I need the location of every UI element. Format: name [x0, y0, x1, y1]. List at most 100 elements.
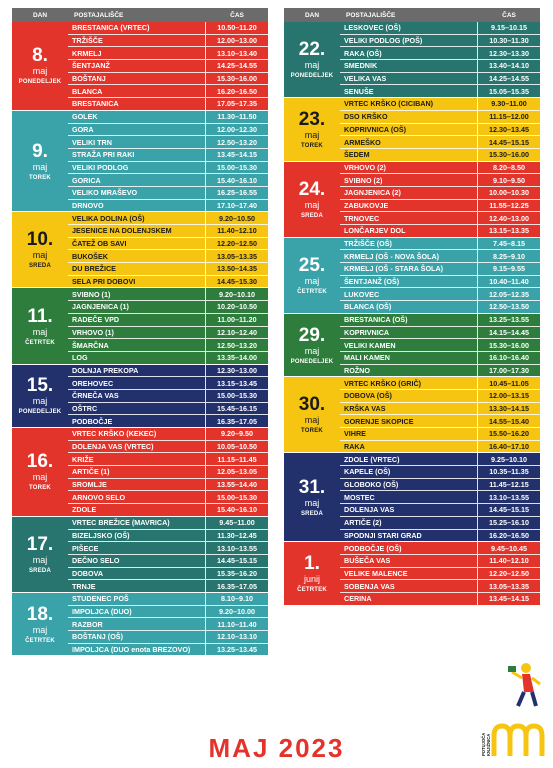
stop-name: ZABUKOVJE	[340, 199, 478, 212]
day-number: 31.	[298, 476, 326, 498]
day-weekday: PONEDELJEK	[18, 79, 62, 86]
stop-name: KOPRIVNICA	[340, 326, 478, 339]
table-row: IMPOLJCA (DUO) 9.20–10.00	[68, 605, 268, 619]
stop-name: OREHOVEC	[68, 377, 206, 389]
stop-name: DOLENJA VAS (VRTEC)	[68, 440, 206, 453]
stop-time: 12.20–12.50	[217, 239, 257, 249]
stop-time: 11.55–12.25	[489, 200, 529, 210]
day-number: 22.	[298, 39, 326, 61]
stop-time: 14.45–15.15	[489, 137, 529, 147]
stop-time: 15.30–16.00	[489, 340, 529, 350]
day-block: 30. maj TOREK VRTEC KRŠKO (GRIČ) 10.45–11.05…	[284, 377, 540, 454]
stop-name: BRESTANICA (OŠ)	[340, 313, 478, 326]
day-label: 22. maj PONEDELJEK	[284, 22, 340, 98]
stop-time: 11.45–12.15	[489, 480, 529, 490]
day-number: 18.	[26, 603, 54, 625]
stop-time: 12.30–13.45	[489, 124, 529, 134]
stop-name: MOSTEC	[340, 491, 478, 504]
table-row: VELIKI PODLOG 15.00–15.30	[68, 161, 268, 175]
stop-time: 12.00–13.15	[489, 391, 529, 401]
table-row: SOBENJA VAS 13.05–13.35	[340, 580, 540, 593]
stop-time: 12.10–12.40	[217, 327, 257, 337]
stop-time: 13.40–14.10	[489, 61, 529, 71]
table-row: VELIKE MALENCE 12.20–12.50	[340, 567, 540, 581]
stop-time: 12.00–13.00	[217, 36, 257, 46]
stop-time: 9.20–10.10	[219, 289, 255, 299]
stop-name: RADEČE VPD	[68, 313, 206, 326]
stop-name: GORICA	[68, 174, 206, 186]
day-weekday: TOREK	[29, 174, 51, 181]
stop-name: MALI KAMEN	[340, 351, 478, 364]
table-row: GORENJE SKOPICE 14.55–15.40	[340, 415, 540, 428]
day-number: 16.	[26, 451, 54, 473]
day-number: 30.	[298, 394, 326, 416]
table-row: KRŠKA VAS 13.30–14.15	[340, 402, 540, 416]
table-row: GOLEK 11.30–11.50	[68, 110, 268, 124]
table-row: PODBOČJE (OŠ) 9.45–10.45	[340, 542, 540, 555]
stop-list: PODBOČJE (OŠ) 9.45–10.45 BUŠEČA VAS 11.40–1…	[340, 542, 540, 605]
day-number: 24.	[298, 178, 326, 200]
table-row: PIŠECE 13.10–13.55	[68, 542, 268, 555]
table-row: MOSTEC 13.10–13.55	[340, 491, 540, 505]
stop-time: 9.45–11.00	[219, 518, 255, 528]
stop-name: OŠTRC	[68, 402, 206, 415]
table-row: DEČNO SELO 14.45–15.15	[68, 554, 268, 568]
table-row: LOG 13.35–14.00	[68, 351, 268, 364]
header-cas: ČAS	[502, 11, 516, 19]
stop-time: 9.10–9.50	[493, 175, 525, 185]
stop-time: 10.40–11.40	[489, 277, 529, 287]
day-block: 18. maj ČETRTEK STUDENEC POŠ 8.10–9.10 IMPOLJ…	[12, 592, 268, 657]
stop-name: DEČNO SELO	[68, 554, 206, 567]
stop-list: DOLNJA PREKOPA 12.30–13.00 OREHOVEC 13.15–1…	[68, 364, 268, 427]
table-row: VELIKA DOLINA (OŠ) 9.20–10.50	[68, 212, 268, 225]
table-row: VRTEC KRŠKO (KEKEC) 9.20–9.50	[68, 428, 268, 441]
stop-time: 9.25–10.10	[491, 454, 527, 464]
day-weekday: PONEDELJEK	[290, 73, 334, 80]
stop-name: SROMLJE	[68, 478, 206, 491]
table-row: LUKOVEC 12.05–12.35	[340, 288, 540, 302]
stop-list: ZDOLE (VRTEC) 9.25–10.10 KAPELE (OŠ) 10.35–…	[340, 453, 540, 542]
stop-time: 9.15–9.55	[493, 264, 525, 274]
stop-name: ŠENTJANŽ (OŠ)	[340, 275, 478, 288]
day-weekday: TOREK	[301, 428, 323, 435]
stop-time: 9.20–9.50	[221, 429, 253, 439]
stop-name: VIHRE	[340, 428, 478, 440]
day-month: maj	[32, 624, 48, 635]
stop-time: 12.05–12.35	[489, 289, 529, 299]
table-row: KRMELJ 13.10–13.40	[68, 47, 268, 61]
table-row: VRTEC KRŠKO (GRIČ) 10.45–11.05	[340, 377, 540, 390]
table-row: PODBOČJE 16.35–17.05	[68, 415, 268, 427]
stop-name: DU BREŽICE	[68, 263, 206, 275]
stop-name: GLOBOKO (OŠ)	[340, 478, 478, 491]
stop-list: LESKOVEC (OŠ) 9.15–10.15 VELIKI PODLOG (PO…	[340, 22, 540, 98]
stop-name: JAGNJENICA (1)	[68, 301, 206, 313]
stop-name: ŠEDEM	[340, 148, 478, 161]
table-row: JESENICE NA DOLENJSKEM 11.40–12.10	[68, 225, 268, 238]
stop-name: DOBOVA (OŠ)	[340, 389, 478, 402]
table-header: DAN POSTAJALIŠČE ČAS	[284, 8, 540, 22]
stop-name: VELIKO MRAŠEVO	[68, 186, 206, 199]
day-label: 23. maj TOREK	[284, 98, 340, 161]
stop-time: 13.45–14.15	[217, 150, 257, 160]
day-month: maj	[304, 275, 320, 286]
day-number: 9.	[32, 140, 48, 162]
table-row: BIZELJSKO (OŠ) 11.30–12.45	[68, 529, 268, 543]
stop-time: 13.10–13.40	[217, 48, 257, 58]
stop-time: 13.15–13.45	[217, 378, 257, 388]
stop-time: 10.20–10.50	[217, 302, 257, 312]
stop-time: 14.25–14.55	[217, 61, 257, 71]
stop-time: 12.05–13.05	[217, 467, 257, 477]
day-weekday: SREDA	[300, 510, 323, 517]
table-row: MALI KAMEN 16.10–16.40	[340, 351, 540, 365]
day-month: maj	[32, 66, 48, 77]
stop-name: ČRNEČA VAS	[68, 389, 206, 402]
stop-name: LONČARJEV DOL	[340, 225, 478, 237]
stop-name: VRHOVO (1)	[68, 326, 206, 339]
day-month: maj	[304, 129, 320, 140]
table-row: ZDOLE 15.40–16.10	[68, 504, 268, 516]
stop-name: KRŠKA VAS	[340, 402, 478, 415]
stop-time: 11.40–12.10	[489, 556, 529, 566]
stop-name: BIZELJSKO (OŠ)	[68, 529, 206, 542]
stop-name: SVIBNO (1)	[68, 288, 206, 301]
day-weekday: SREDA	[300, 212, 323, 219]
